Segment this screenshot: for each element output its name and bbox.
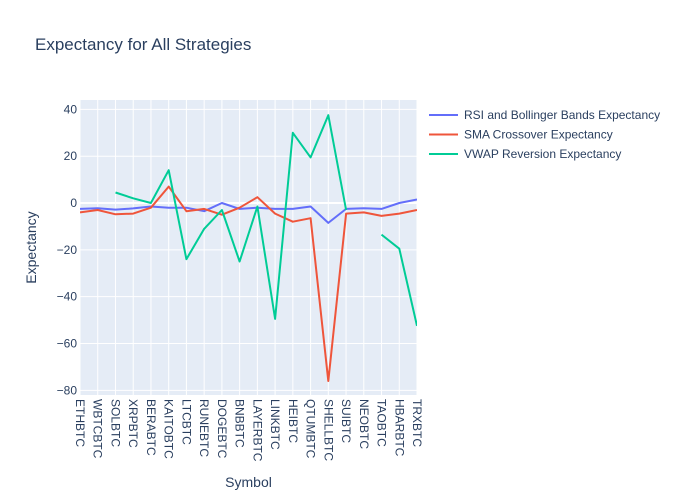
x-tick-label: TAOBTC <box>375 399 389 447</box>
y-axis-title: Expectancy <box>23 211 39 283</box>
x-tick-label: KAITOBTC <box>162 399 176 459</box>
legend-label: VWAP Reversion Expectancy <box>464 147 621 161</box>
chart-title: Expectancy for All Strategies <box>35 35 251 54</box>
x-tick-label: SOLBTC <box>108 399 122 447</box>
x-tick-label: DOGEBTC <box>215 399 229 459</box>
plot-area <box>80 100 417 395</box>
x-tick-label: LTCBTC <box>179 399 193 445</box>
x-tick-label: SUIBTC <box>339 399 353 443</box>
x-tick-label: HEIBTC <box>286 399 300 443</box>
x-tick-label: LINKBTC <box>268 399 282 450</box>
x-axis-title: Symbol <box>225 474 272 490</box>
x-tick-label: LAYERBTC <box>250 399 264 462</box>
y-tick-label: 40 <box>64 102 78 116</box>
y-tick-label: 20 <box>64 149 78 163</box>
x-tick-label: WBTCBTC <box>91 399 105 459</box>
legend-label: SMA Crossover Expectancy <box>464 128 613 142</box>
legend-item[interactable]: RSI and Bollinger Bands Expectancy <box>429 108 660 122</box>
x-tick-label: XRPBTC <box>126 399 140 448</box>
x-tick-label: RUNEBTC <box>197 399 211 457</box>
x-tick-label: HBARBTC <box>392 399 406 457</box>
y-tick-label: −80 <box>57 383 78 397</box>
x-tick-label: BNBBTC <box>233 399 247 448</box>
y-tick-label: −40 <box>57 290 78 304</box>
x-tick-label: SHELLBTC <box>321 399 335 461</box>
y-tick-label: −60 <box>57 336 78 350</box>
y-tick-label: 0 <box>70 196 77 210</box>
x-tick-label: BERABTC <box>144 399 158 456</box>
legend-label: RSI and Bollinger Bands Expectancy <box>464 108 660 122</box>
y-tick-label: −20 <box>57 243 78 257</box>
x-tick-label: TRXBTC <box>410 399 424 447</box>
x-tick-label: ETHBTC <box>73 399 87 447</box>
x-tick-label: QTUMBTC <box>304 399 318 459</box>
x-tick-label: NEOBTC <box>357 399 371 449</box>
